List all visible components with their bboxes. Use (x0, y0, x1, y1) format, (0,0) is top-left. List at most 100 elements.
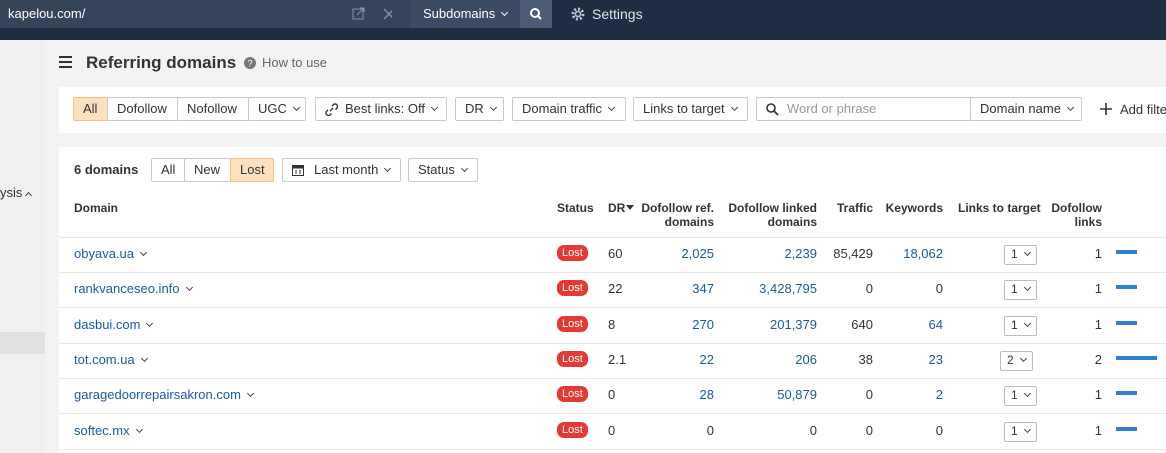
search-scope[interactable]: Domain name (970, 97, 1082, 121)
search-icon (766, 103, 779, 116)
dofollow-bar (1116, 391, 1137, 396)
column-header[interactable]: Status (557, 201, 594, 215)
status-badge: Lost (557, 245, 588, 261)
tab-lost[interactable]: Lost (230, 158, 274, 182)
period-dropdown[interactable]: Last month (282, 158, 401, 182)
calendar-icon (292, 165, 304, 176)
search-button[interactable] (520, 0, 552, 28)
best-links-text: Best links: Off (345, 101, 425, 116)
domain-text: obyava.ua (74, 246, 134, 261)
domain-traffic-filter[interactable]: Domain traffic (512, 97, 626, 121)
dr-value: 0 (608, 422, 616, 438)
plus-icon (1100, 103, 1112, 115)
domain-link[interactable]: dasbui.com (74, 317, 152, 332)
cell-value[interactable]: 347 (692, 281, 714, 297)
dofollow-links: 1 (1094, 387, 1102, 403)
sidebar: ysis (0, 40, 45, 453)
dr-value: 22 (608, 281, 623, 297)
cell-value: 85,429 (833, 246, 873, 261)
settings-link[interactable]: Settings (592, 6, 643, 22)
menu-icon[interactable] (58, 55, 74, 69)
domain-link[interactable]: softec.mx (74, 423, 142, 438)
links-select-value: 1 (1011, 317, 1018, 332)
gear-icon (571, 7, 585, 21)
cell-value: 0 (706, 422, 714, 438)
cell-value[interactable]: 201,379 (770, 316, 817, 332)
dofollow-bar (1116, 355, 1157, 360)
tab-nofollow[interactable]: Nofollow (177, 97, 249, 121)
domain-link[interactable]: tot.com.ua (74, 352, 147, 367)
tab-dofollow[interactable]: Dofollow (107, 97, 178, 121)
mode-dropdown[interactable]: Subdomains (410, 0, 520, 28)
dr-value: 2.1 (608, 351, 627, 367)
cell-value: 640 (851, 316, 873, 332)
domain-link[interactable]: obyava.ua (74, 246, 146, 261)
status-badge: Lost (557, 386, 588, 403)
top-bar: kapelou.com/ Subdomains Settings (0, 0, 1166, 40)
cell-value[interactable]: 2 (935, 387, 943, 403)
best-links-filter[interactable]: Best links: Off (315, 97, 447, 121)
cell-value[interactable]: 206 (795, 351, 817, 367)
column-header[interactable]: Domain (74, 201, 119, 215)
tab-new[interactable]: New (184, 158, 231, 182)
dofollow-links: 1 (1094, 422, 1102, 438)
cell-value[interactable]: 2,025 (681, 246, 714, 261)
domain-link[interactable]: rankvanceseo.info (74, 281, 192, 296)
search-input[interactable]: Word or phrase (756, 97, 971, 121)
column-header[interactable]: Keywords (885, 201, 943, 215)
help-link[interactable]: How to use (262, 55, 328, 70)
status-badge: Lost (557, 280, 588, 297)
dofollow-links: 1 (1094, 281, 1102, 297)
column-header[interactable]: Dofollow linked domains (728, 201, 817, 229)
links-select[interactable]: 1 (1004, 245, 1037, 265)
row-divider (59, 307, 1166, 309)
tab-ugc[interactable]: UGC (248, 97, 306, 121)
domain-text: garagedoorrepairsakron.com (74, 387, 241, 403)
links-select[interactable]: 1 (1004, 386, 1037, 407)
cell-value[interactable]: 270 (692, 316, 714, 332)
cell-value[interactable]: 2,239 (784, 246, 817, 261)
url-input[interactable]: kapelou.com/ (0, 0, 410, 28)
cell-value: 38 (858, 351, 873, 367)
links-select[interactable]: 2 (1000, 350, 1033, 371)
cell-value[interactable]: 22 (699, 351, 714, 367)
dofollow-bar (1116, 285, 1137, 290)
links-to-target-filter[interactable]: Links to target (633, 97, 748, 121)
add-filter[interactable]: Add filter (1120, 102, 1166, 117)
links-select[interactable]: 1 (1004, 315, 1037, 336)
cell-value[interactable]: 3,428,795 (759, 281, 817, 297)
column-header[interactable]: Dofollow links (1051, 201, 1102, 229)
domain-link[interactable]: garagedoorrepairsakron.com (74, 387, 253, 402)
column-header[interactable]: Dofollow ref. domains (641, 201, 714, 229)
tab-all[interactable]: All (151, 158, 185, 182)
tab-all[interactable]: All (73, 97, 108, 121)
dofollow-bar (1116, 320, 1137, 325)
domain-text: softec.mx (74, 422, 130, 438)
status-dropdown[interactable]: Status (408, 158, 478, 182)
row-divider (59, 377, 1166, 379)
sidebar-active-row (0, 332, 45, 354)
cell-value[interactable]: 28 (699, 387, 714, 403)
row-divider (59, 342, 1166, 344)
cell-value[interactable]: 50,879 (777, 387, 817, 403)
column-header[interactable]: DR (608, 201, 626, 215)
filter-bar: All Dofollow Nofollow UGC Best links: Of… (59, 87, 1166, 133)
domain-text: tot.com.ua (74, 351, 135, 367)
column-header[interactable]: Links to target (958, 201, 1041, 215)
links-select[interactable]: 1 (1004, 280, 1037, 301)
status-badge: Lost (557, 421, 588, 438)
dr-filter[interactable]: DR (455, 97, 504, 121)
status-badge: Lost (557, 350, 588, 367)
column-header[interactable]: Traffic (836, 201, 873, 215)
header-divider (59, 237, 1166, 238)
link-icon (325, 103, 338, 116)
links-select-value: 1 (1011, 388, 1018, 403)
row-divider (59, 413, 1166, 415)
cell-value: 0 (865, 422, 873, 438)
cell-value[interactable]: 18,062 (903, 246, 943, 261)
links-select[interactable]: 1 (1004, 421, 1037, 442)
cell-value[interactable]: 23 (928, 351, 943, 367)
sidebar-item[interactable]: ysis (0, 185, 33, 200)
row-divider (59, 272, 1166, 273)
cell-value[interactable]: 64 (928, 316, 943, 332)
